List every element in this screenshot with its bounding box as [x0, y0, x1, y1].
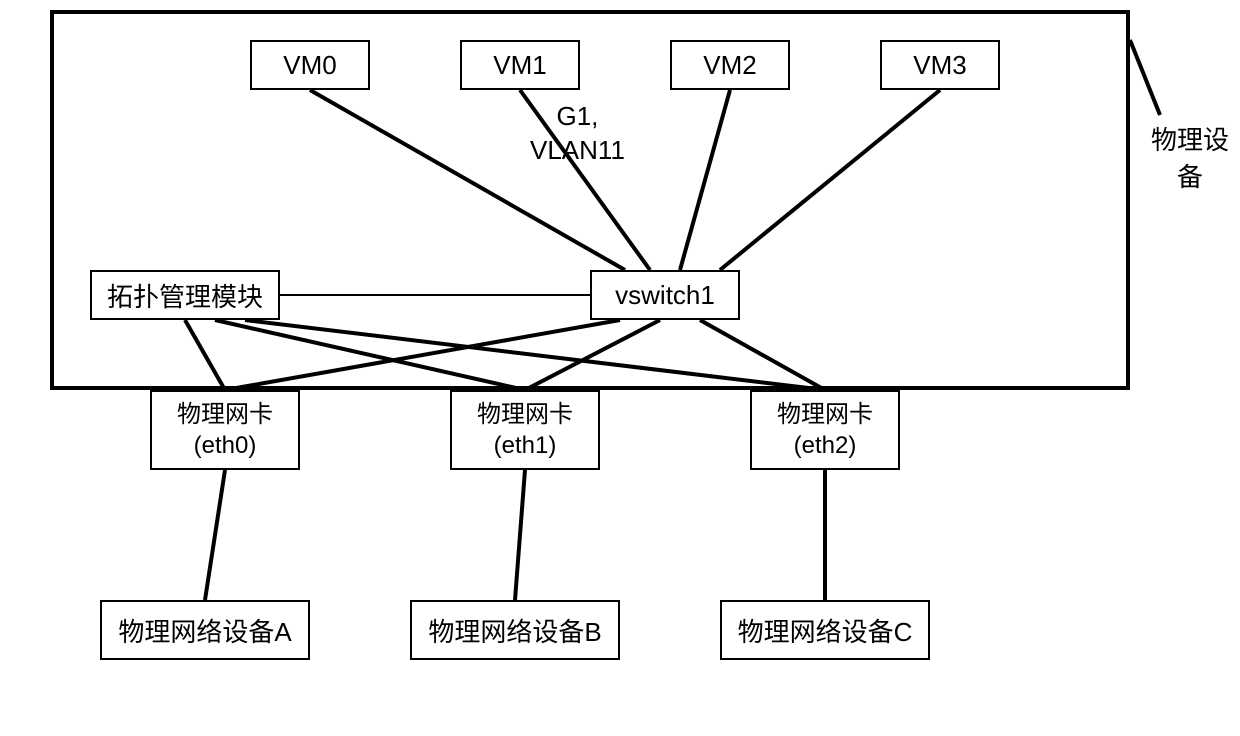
nic-box-2: 物理网卡(eth2) — [750, 390, 900, 470]
nic-line1: 物理网卡 — [177, 399, 273, 430]
vswitch-box: vswitch1 — [590, 270, 740, 320]
device-box-2: 物理网络设备C — [720, 600, 930, 660]
vm-box-2: VM2 — [670, 40, 790, 90]
edge-nic0-device0 — [205, 470, 225, 600]
nic-line1: 物理网卡 — [777, 399, 873, 430]
vm-box-1: VM1 — [460, 40, 580, 90]
nic-line2: (eth1) — [494, 430, 557, 461]
edge-label-leader — [1130, 40, 1160, 115]
nic-line2: (eth2) — [794, 430, 857, 461]
device-box-0: 物理网络设备A — [100, 600, 310, 660]
nic-box-0: 物理网卡(eth0) — [150, 390, 300, 470]
vm-box-0: VM0 — [250, 40, 370, 90]
nic-line1: 物理网卡 — [477, 399, 573, 430]
vlan-label: G1, VLAN11 — [530, 100, 625, 168]
nic-line2: (eth0) — [194, 430, 257, 461]
vm-box-3: VM3 — [880, 40, 1000, 90]
topology-module-box: 拓扑管理模块 — [90, 270, 280, 320]
device-box-1: 物理网络设备B — [410, 600, 620, 660]
physical-device-label: 物理设备 — [1140, 120, 1240, 194]
edge-nic1-device1 — [515, 470, 525, 600]
nic-box-1: 物理网卡(eth1) — [450, 390, 600, 470]
